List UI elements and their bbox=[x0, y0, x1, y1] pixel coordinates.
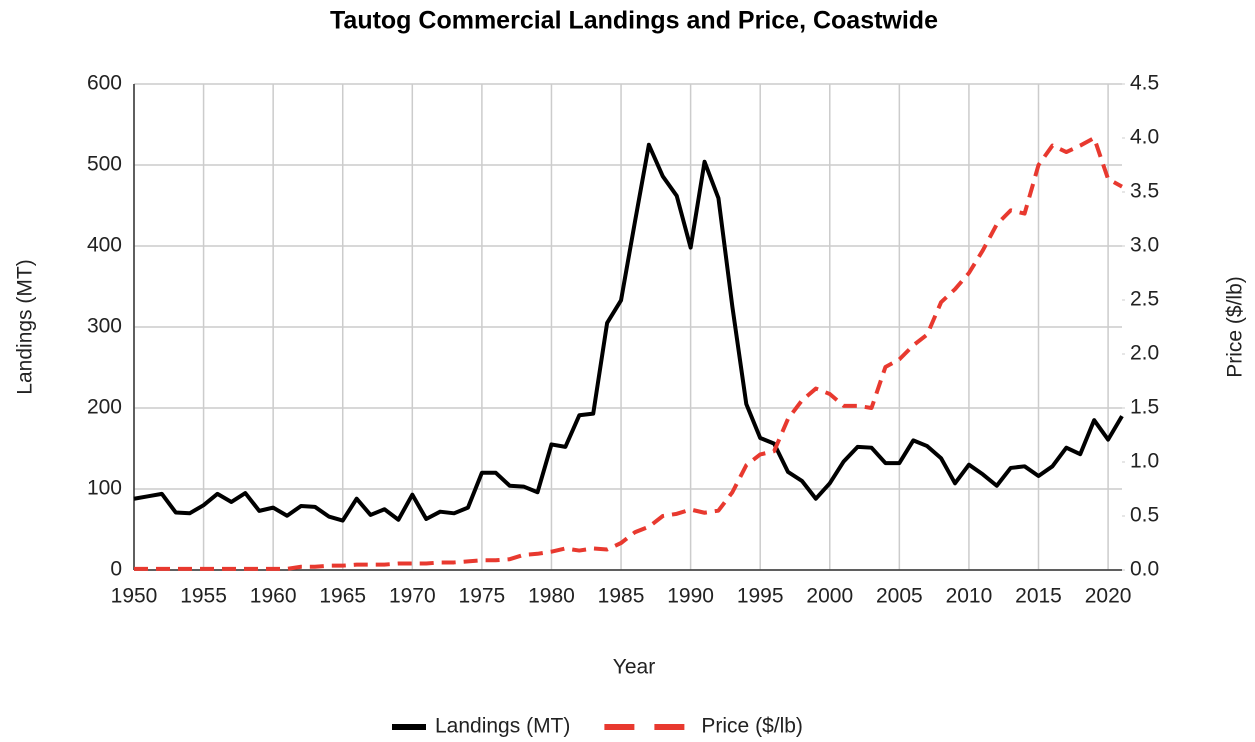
chart-title: Tautog Commercial Landings and Price, Co… bbox=[330, 7, 938, 35]
x-tick-label: 2015 bbox=[1015, 585, 1062, 608]
y-tick-label: 200 bbox=[87, 396, 122, 419]
y2-tick-label: 3.5 bbox=[1130, 180, 1159, 203]
y2-tick-label: 0.5 bbox=[1130, 504, 1159, 527]
x-tick-label: 2005 bbox=[876, 585, 923, 608]
y2-tick-label: 3.0 bbox=[1130, 234, 1159, 257]
y2-tick-label: 1.5 bbox=[1130, 396, 1159, 419]
x-tick-label: 1975 bbox=[459, 585, 506, 608]
x-tick-label: 1990 bbox=[667, 585, 714, 608]
y2-tick-label: 4.5 bbox=[1130, 72, 1159, 95]
x-tick-label: 2010 bbox=[946, 585, 993, 608]
y-tick-label: 300 bbox=[87, 315, 122, 338]
x-tick-label: 1960 bbox=[250, 585, 297, 608]
x-tick-label: 1985 bbox=[598, 585, 645, 608]
y2-tick-label: 4.0 bbox=[1130, 126, 1159, 149]
x-tick-label: 1950 bbox=[111, 585, 158, 608]
y-tick-label: 100 bbox=[87, 477, 122, 500]
y2-tick-label: 1.0 bbox=[1130, 450, 1159, 473]
x-tick-label: 1980 bbox=[528, 585, 575, 608]
x-tick-label: 1995 bbox=[737, 585, 784, 608]
x-tick-label: 2020 bbox=[1085, 585, 1132, 608]
y2-tick-label: 0.0 bbox=[1130, 558, 1159, 581]
legend-label: Landings (MT) bbox=[435, 715, 570, 738]
x-tick-label: 2000 bbox=[806, 585, 853, 608]
y-tick-label: 0 bbox=[110, 558, 122, 581]
line-series bbox=[134, 136, 1123, 571]
legend-label: Price ($/lb) bbox=[701, 715, 803, 738]
x-tick-label: 1965 bbox=[319, 585, 366, 608]
y-tick-label: 400 bbox=[87, 234, 122, 257]
y-tick-label: 500 bbox=[87, 153, 122, 176]
x-axis-label: Year bbox=[613, 656, 655, 679]
y2-tick-label: 2.5 bbox=[1130, 288, 1159, 311]
line-series bbox=[133, 142, 1124, 523]
y2-axis-label: Price ($/lb) bbox=[1224, 276, 1247, 378]
x-tick-label: 1970 bbox=[389, 585, 436, 608]
x-tick-label: 1955 bbox=[180, 585, 227, 608]
y-axis-label: Landings (MT) bbox=[14, 259, 37, 394]
y2-tick-label: 2.0 bbox=[1130, 342, 1159, 365]
y-tick-label: 600 bbox=[87, 72, 122, 95]
